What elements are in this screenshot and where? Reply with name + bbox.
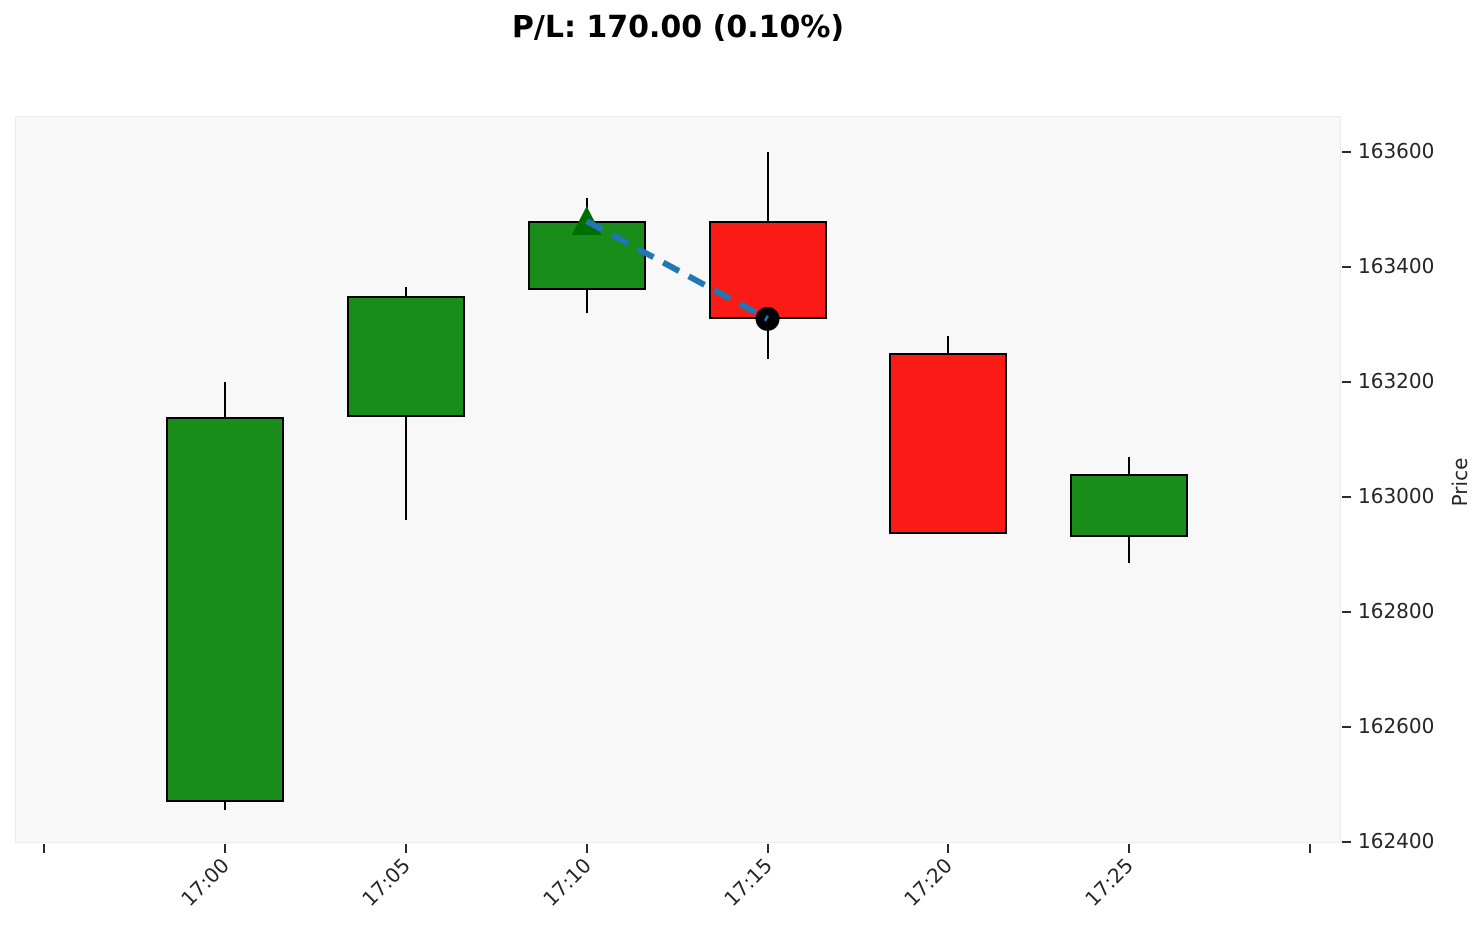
x-tick [947, 844, 950, 853]
y-tick [1342, 266, 1351, 269]
y-tick-label: 163400 [1358, 254, 1435, 279]
x-tick [223, 844, 226, 853]
y-tick-label: 162800 [1358, 598, 1435, 623]
candle-body-17:15 [708, 221, 827, 319]
x-tick-label: 17:25 [1080, 853, 1139, 911]
y-tick [1342, 840, 1351, 843]
x-tick-label: 17:05 [356, 853, 415, 911]
x-tick-label: 17:20 [899, 853, 958, 911]
x-tick-label: 17:00 [175, 853, 234, 911]
y-tick-label: 162400 [1358, 828, 1435, 853]
candle-body-17:00 [165, 416, 284, 802]
x-tick-label: 17:15 [718, 853, 777, 911]
x-tick-label: 17:10 [537, 853, 596, 911]
x-tick [585, 844, 588, 853]
x-tick [766, 844, 769, 853]
y-tick [1342, 610, 1351, 613]
candle-body-17:05 [346, 295, 465, 417]
candle-body-17:20 [889, 353, 1008, 535]
x-tick [1309, 844, 1312, 853]
candle-body-17:25 [1070, 474, 1189, 538]
y-tick [1342, 151, 1351, 154]
x-tick [42, 844, 45, 853]
x-tick [404, 844, 407, 853]
y-tick-label: 163600 [1358, 139, 1435, 164]
y-tick [1342, 496, 1351, 499]
chart-title: P/L: 170.00 (0.10%) [511, 10, 845, 45]
y-tick-label: 163000 [1358, 484, 1435, 509]
y-tick [1342, 725, 1351, 728]
y-tick [1342, 381, 1351, 384]
candle-body-17:10 [527, 221, 646, 291]
y-tick-label: 162600 [1358, 713, 1435, 738]
y-tick-label: 163200 [1358, 369, 1435, 394]
y-axis-label: Price [1448, 457, 1472, 507]
x-tick [1128, 844, 1131, 853]
